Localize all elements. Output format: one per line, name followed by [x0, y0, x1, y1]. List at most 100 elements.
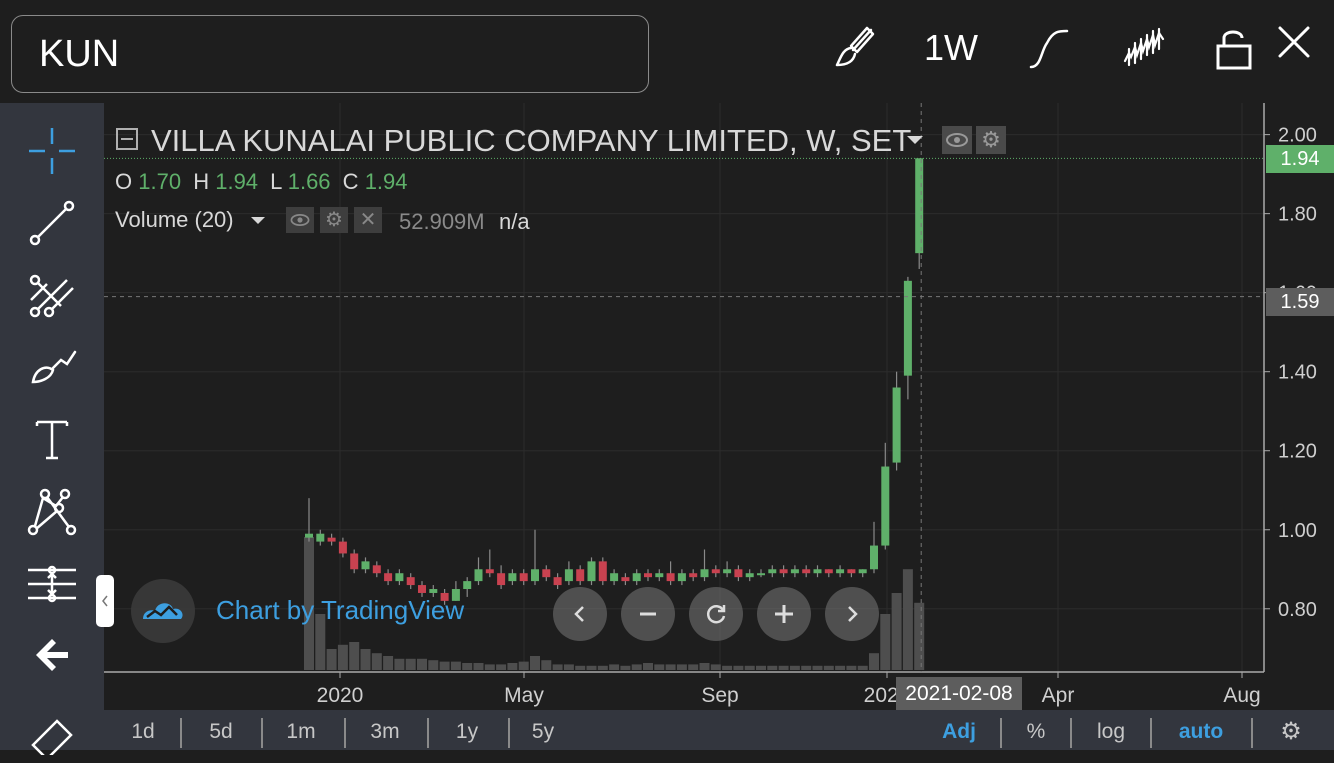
volume-bar	[462, 663, 473, 670]
volume-bar	[315, 614, 326, 670]
candle-body	[915, 158, 924, 254]
candle-body	[757, 573, 765, 576]
candle-body	[418, 585, 426, 593]
candle-body	[666, 573, 675, 582]
volume-bar	[360, 649, 371, 670]
volume-bar	[450, 661, 461, 670]
volume-dropdown-icon[interactable]	[251, 217, 265, 224]
volume-bar	[609, 664, 620, 670]
title-dropdown-icon[interactable]	[907, 136, 923, 144]
volume-eye-icon[interactable]	[286, 207, 314, 233]
volume-bar	[688, 664, 699, 670]
measure-icon[interactable]	[22, 555, 82, 611]
fib-icon[interactable]	[22, 267, 82, 323]
volume-settings-icon[interactable]: ⚙	[320, 207, 348, 233]
range-1d-button[interactable]: 1d	[131, 720, 155, 743]
scroll-right-button[interactable]	[825, 587, 879, 641]
y-tick-label: 1.00	[1278, 520, 1317, 542]
sidebar-collapse-handle[interactable]	[96, 575, 114, 627]
lock-icon[interactable]	[1208, 18, 1260, 78]
volume-bar	[620, 665, 631, 670]
candle-body	[836, 569, 845, 574]
candle-body	[305, 533, 313, 538]
volume-bar	[801, 665, 812, 670]
brush-icon[interactable]	[826, 18, 882, 78]
legend-collapse-icon[interactable]	[116, 128, 138, 150]
open-label: O	[115, 169, 133, 194]
volume-bar	[507, 663, 518, 670]
drawing-toolbar	[0, 103, 104, 755]
high-label: H	[193, 169, 210, 194]
volume-remove-icon[interactable]: ✕	[354, 207, 382, 233]
tradingview-logo[interactable]	[131, 579, 195, 643]
y-tick-label: 1.20	[1278, 441, 1317, 463]
volume-bar	[891, 593, 902, 670]
candle-style-icon[interactable]	[1116, 18, 1172, 78]
volume-bar	[846, 665, 857, 670]
close-icon[interactable]	[1270, 12, 1318, 72]
volume-bar	[304, 537, 314, 670]
high-value: 1.94	[215, 169, 259, 194]
trendline-icon[interactable]	[22, 195, 82, 251]
range-5y-button[interactable]: 5y	[531, 720, 555, 743]
range-5d-button[interactable]: 5d	[209, 720, 233, 743]
volume-bar	[530, 656, 540, 670]
candle-body	[350, 553, 359, 570]
candle-body	[689, 573, 698, 578]
range-1m-button[interactable]: 1m	[286, 720, 316, 743]
x-tick-label: May	[504, 684, 544, 707]
candle-body	[395, 573, 404, 582]
divider	[1251, 718, 1253, 748]
zoom-in-button[interactable]	[757, 587, 811, 641]
back-arrow-icon[interactable]	[22, 627, 82, 683]
candle-body	[531, 569, 539, 582]
tradingview-watermark[interactable]: Chart by TradingView	[216, 595, 465, 625]
ruler-icon[interactable]	[22, 707, 82, 763]
volume-bar	[902, 569, 913, 670]
brush-tool-icon[interactable]	[22, 339, 82, 395]
auto-toggle[interactable]: auto	[1178, 720, 1224, 743]
percent-toggle[interactable]: %	[1026, 720, 1046, 743]
interval-button[interactable]: 1W	[924, 27, 978, 68]
settings-icon[interactable]: ⚙	[976, 126, 1006, 154]
candle-body	[316, 533, 325, 542]
volume-bar	[835, 665, 846, 670]
y-tick-label: 1.80	[1278, 204, 1317, 226]
crosshair-price-tag: 1.59	[1266, 288, 1334, 316]
open-value: 1.70	[138, 169, 182, 194]
x-tick-label: Aug	[1223, 684, 1260, 707]
chart-area[interactable]: 2.001.801.601.401.201.000.802020MaySep20…	[104, 103, 1334, 710]
volume-bar	[518, 661, 529, 670]
range-3m-button[interactable]: 3m	[370, 720, 400, 743]
crosshair-icon[interactable]	[22, 123, 82, 179]
volume-bar	[428, 660, 439, 670]
candle-body	[406, 577, 415, 586]
candle-body	[485, 569, 494, 574]
close-label: C	[342, 169, 359, 194]
zoom-out-button[interactable]	[621, 587, 675, 641]
volume-bar	[326, 649, 337, 670]
reset-button[interactable]	[689, 587, 743, 641]
chart-settings-icon[interactable]: ⚙	[1280, 718, 1302, 745]
range-1y-button[interactable]: 1y	[455, 720, 479, 743]
candle-body	[598, 561, 607, 582]
scroll-left-button[interactable]	[553, 587, 607, 641]
symbol-title[interactable]: VILLA KUNALAI PUBLIC COMPANY LIMITED, W,…	[151, 123, 912, 158]
text-icon[interactable]	[22, 411, 82, 467]
volume-bar	[823, 665, 834, 670]
eye-icon[interactable]	[942, 126, 972, 154]
adj-toggle[interactable]: Adj	[942, 720, 976, 743]
y-tick-label: 0.80	[1278, 599, 1317, 621]
candle-body	[463, 581, 472, 590]
candle-body	[372, 565, 381, 574]
candle-body	[519, 573, 528, 582]
volume-bar	[643, 663, 653, 670]
symbol-search-field[interactable]: KUN	[11, 15, 649, 93]
divider	[344, 718, 346, 748]
volume-bar	[914, 602, 925, 670]
curve-icon[interactable]	[1020, 18, 1076, 78]
volume-label[interactable]: Volume (20)	[115, 207, 234, 232]
log-toggle[interactable]: log	[1096, 720, 1126, 743]
pattern-icon[interactable]	[22, 483, 82, 539]
x-tick-label: Sep	[701, 684, 738, 707]
